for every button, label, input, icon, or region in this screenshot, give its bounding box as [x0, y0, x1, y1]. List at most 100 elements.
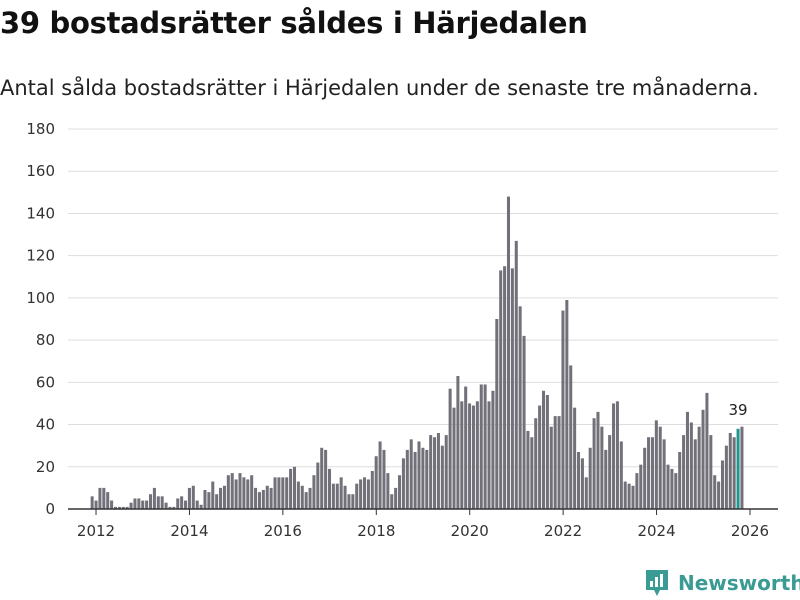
bar — [425, 449, 429, 509]
bar — [592, 418, 596, 509]
bar — [464, 386, 468, 509]
bar — [471, 405, 475, 509]
bar — [296, 481, 300, 509]
bar — [409, 439, 413, 509]
bar — [401, 458, 405, 509]
bar — [363, 477, 367, 509]
bar — [164, 502, 168, 509]
bar — [180, 496, 184, 509]
bar — [740, 426, 744, 509]
chart-title: 39 bostadsrätter såldes i Härjedalen — [0, 6, 588, 40]
x-tick-label: 2016 — [264, 522, 302, 540]
bar — [234, 479, 238, 509]
newsworthy-logo-icon — [646, 570, 668, 596]
bar — [623, 481, 627, 509]
bar — [479, 384, 483, 509]
bar — [514, 240, 518, 509]
bar — [682, 435, 686, 509]
bar — [285, 477, 289, 509]
bar — [351, 494, 355, 509]
bar — [129, 502, 133, 509]
bar — [343, 485, 347, 509]
bar — [604, 449, 608, 509]
bar — [312, 475, 316, 509]
bar — [137, 498, 141, 509]
bar — [639, 464, 643, 509]
bar — [148, 494, 153, 509]
bar — [125, 506, 129, 509]
bar — [230, 473, 234, 509]
bar — [90, 496, 94, 509]
x-tick-label: 2020 — [451, 522, 489, 540]
bar — [320, 447, 324, 509]
bar — [643, 447, 647, 509]
bar — [627, 483, 631, 509]
bar — [584, 477, 588, 509]
bar — [242, 477, 246, 509]
bar — [580, 458, 584, 509]
bar — [491, 390, 495, 509]
bar — [483, 384, 487, 509]
bar — [335, 483, 339, 509]
bar — [292, 466, 296, 509]
x-axis: 2012 2014 2016 2018 2020 2022 2024 2026 — [68, 508, 778, 540]
x-tick-label: 2024 — [637, 522, 675, 540]
bar — [226, 475, 230, 509]
bar — [475, 401, 479, 509]
bar — [269, 487, 273, 509]
bar — [222, 485, 226, 509]
bar — [732, 437, 736, 509]
bar — [541, 390, 546, 509]
bar — [612, 403, 616, 509]
bar — [588, 447, 592, 509]
bar — [355, 483, 359, 509]
bar — [460, 401, 464, 509]
bar — [444, 435, 448, 509]
bar — [670, 468, 674, 509]
bar — [693, 439, 697, 509]
bar — [678, 452, 682, 509]
y-tick-label: 160 — [26, 162, 55, 180]
x-tick-label: 2018 — [357, 522, 395, 540]
bar — [705, 392, 709, 509]
bar — [378, 441, 382, 509]
bar — [184, 500, 188, 509]
bar — [141, 500, 145, 509]
bar — [257, 492, 261, 509]
bar — [215, 494, 219, 509]
bar — [697, 426, 701, 509]
bar — [534, 418, 538, 509]
bar — [557, 416, 561, 509]
bar — [207, 492, 211, 509]
bar — [650, 437, 654, 509]
bar — [421, 447, 425, 509]
bar — [339, 477, 343, 509]
chart-subtitle: Antal sålda bostadsrätter i Härjedalen u… — [0, 76, 759, 100]
y-tick-label: 40 — [36, 416, 55, 434]
annotations: 39 — [729, 401, 748, 419]
bar — [199, 504, 203, 509]
y-axis: 0 20 40 60 80 100 120 140 160 180 — [26, 120, 55, 518]
bar — [273, 477, 277, 509]
bar — [499, 270, 503, 509]
bar — [145, 500, 149, 509]
bar — [160, 496, 164, 509]
y-tick-label: 60 — [36, 373, 55, 391]
bar — [468, 403, 472, 509]
bar — [717, 481, 721, 509]
bar — [156, 496, 160, 509]
bar — [448, 388, 452, 509]
bar — [689, 422, 693, 509]
bar — [565, 300, 569, 509]
bar — [553, 416, 557, 509]
bar — [195, 500, 199, 509]
bar — [549, 426, 553, 509]
bar — [417, 441, 421, 509]
y-tick-label: 80 — [36, 331, 55, 349]
bar — [518, 306, 522, 509]
bar — [596, 411, 600, 509]
bar — [238, 473, 242, 509]
bar — [203, 490, 207, 509]
bar — [117, 506, 121, 509]
bar — [608, 435, 612, 509]
